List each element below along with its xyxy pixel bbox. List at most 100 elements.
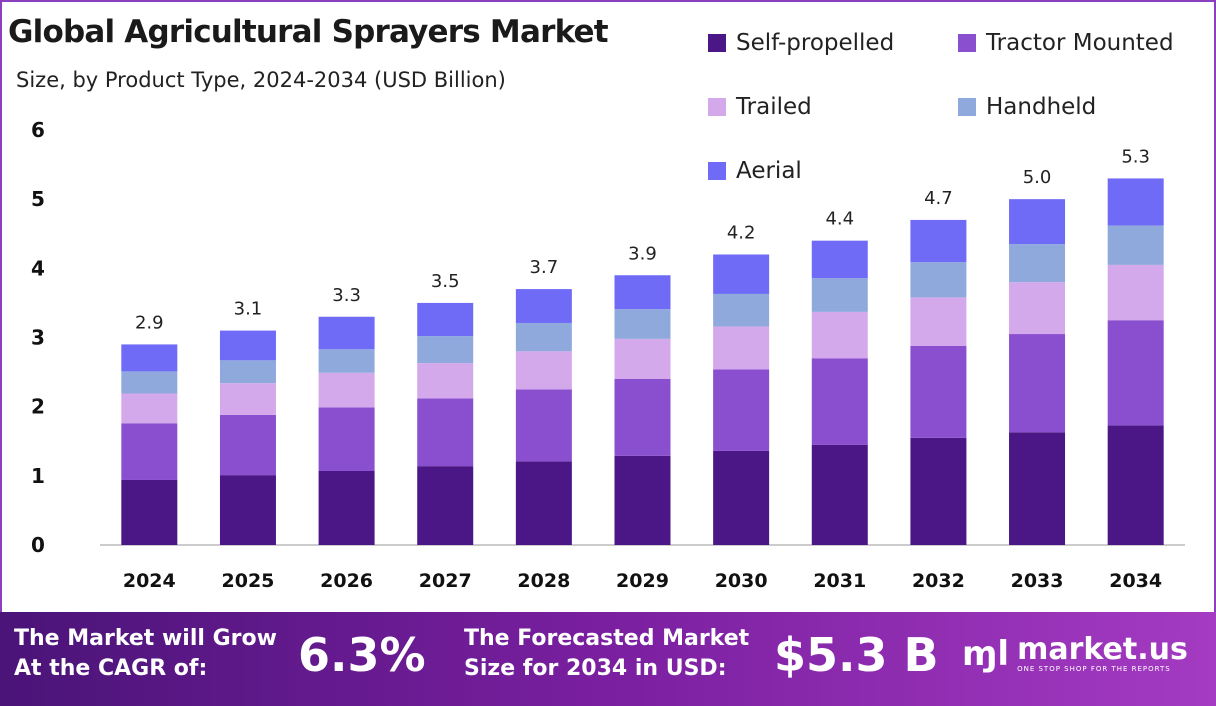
bar-segment-tractor-mounted [713,369,770,451]
bar-segment-self-propelled [713,450,770,545]
x-tick-label: 2027 [419,570,472,592]
bar-segment-aerial [910,219,967,263]
cagr-label-line1: The Market will Grow [14,626,277,651]
x-tick-label: 2031 [813,570,866,592]
bar-segment-handheld [910,262,967,298]
bar-segment-tractor-mounted [121,423,178,480]
bar-segment-aerial [1107,178,1164,226]
bar-segment-trailed [121,393,178,424]
bar-segment-self-propelled [318,470,375,545]
bar-segment-handheld [1107,225,1164,265]
bar-segment-aerial [121,344,178,372]
bar-segment-aerial [417,302,474,337]
x-tick-label: 2033 [1011,570,1064,592]
total-data-label: 3.7 [530,257,559,278]
y-tick-label: 5 [31,187,45,211]
logo-name: market.us [1017,632,1188,667]
bar-segment-aerial [318,316,375,350]
cagr-value: 6.3% [298,628,426,682]
bar-segment-trailed [811,311,868,359]
bar-segment-tractor-mounted [811,358,868,445]
total-data-label: 4.2 [727,223,756,244]
x-tick-label: 2026 [320,570,373,592]
chart-subtitle: Size, by Product Type, 2024-2034 (USD Bi… [16,68,506,92]
x-tick-label: 2025 [222,570,275,592]
bar-segment-trailed [219,383,276,415]
total-data-label: 3.5 [431,271,460,292]
bar-segment-self-propelled [910,437,967,545]
total-data-label: 5.0 [1023,167,1052,188]
bar-segment-tractor-mounted [1009,334,1066,433]
cagr-label-line2: At the CAGR of: [14,656,208,681]
x-tick-label: 2029 [616,570,669,592]
bar-segment-self-propelled [1107,425,1164,545]
bar-segment-handheld [1009,244,1066,283]
bar-segment-tractor-mounted [417,398,474,467]
bar-segment-aerial [614,275,671,310]
x-tick-label: 2034 [1109,570,1162,592]
total-data-label: 2.9 [135,312,164,333]
bar-segment-handheld [713,293,770,327]
bar-segment-tractor-mounted [1107,320,1164,426]
y-tick-label: 2 [31,395,45,419]
y-tick-label: 0 [31,533,45,557]
legend-item-tractor-mounted: Tractor Mounted [958,30,1174,56]
bar-segment-handheld [811,278,868,312]
bar-segment-trailed [614,338,671,379]
forecast-label-line1: The Forecasted Market [464,626,750,651]
bar-segment-trailed [910,297,967,346]
bar-segment-trailed [1009,282,1066,335]
total-data-label: 3.3 [332,285,361,306]
bar-segment-trailed [713,326,770,370]
bar-segment-handheld [318,349,375,373]
market-us-logo: ɱl market.us ONE STOP SHOP FOR THE REPOR… [962,634,1188,674]
bar-segment-self-propelled [1009,432,1066,545]
bar-segment-tractor-mounted [910,345,967,438]
bar-segment-aerial [515,289,572,323]
bar-segment-handheld [614,309,671,339]
total-data-label: 4.7 [924,188,953,209]
bar-segment-self-propelled [515,461,572,545]
total-data-label: 3.9 [628,243,657,264]
total-data-label: 5.3 [1121,146,1150,167]
bar-segment-self-propelled [811,444,868,545]
bar-segment-aerial [811,240,868,279]
legend-item-aerial: Aerial [708,158,802,184]
bar-segment-tractor-mounted [515,389,572,462]
total-data-label: 3.1 [234,299,263,320]
legend-item-self-propelled: Self-propelled [708,30,894,56]
x-tick-label: 2024 [123,570,176,592]
legend-item-handheld: Handheld [958,94,1096,120]
x-tick-label: 2028 [517,570,570,592]
y-tick-label: 4 [31,256,45,280]
y-tick-label: 3 [31,326,45,350]
x-tick-label: 2030 [715,570,768,592]
logo-icon: ɱl [962,634,1010,674]
bar-segment-self-propelled [219,475,276,545]
total-data-label: 4.4 [825,209,854,230]
logo-tagline: ONE STOP SHOP FOR THE REPORTS [1017,665,1171,673]
bar-segment-self-propelled [614,455,671,545]
stacked-bar-chart: 0 1 2 3 4 5 6 2.9 2024 3.1 2025 3.3 2026 3.5 2027 3.7 20… [31,118,1185,592]
chart-title: Global Agricultural Sprayers Market [8,14,609,50]
bar-segment-trailed [417,363,474,399]
bar-segment-tractor-mounted [318,407,375,471]
bar-segment-self-propelled [417,466,474,545]
bar-segment-handheld [515,322,572,352]
bar-segment-aerial [713,254,770,294]
bar-segment-tractor-mounted [219,414,276,476]
forecast-label-line2: Size for 2034 in USD: [464,656,727,681]
forecast-value: $5.3 B [774,628,939,682]
bar-segment-tractor-mounted [614,379,671,456]
bar-segment-trailed [318,372,375,408]
x-tick-label: 2032 [912,570,965,592]
bar-segment-aerial [219,330,276,361]
footer-banner: The Market will Grow At the CAGR of: 6.3… [0,612,1216,706]
bar-segment-handheld [121,371,178,394]
bar-segment-trailed [1107,264,1164,321]
y-tick-label: 6 [31,118,45,142]
bar-segment-aerial [1009,199,1066,245]
bar-segment-handheld [417,336,474,364]
bar-segment-trailed [515,351,572,390]
